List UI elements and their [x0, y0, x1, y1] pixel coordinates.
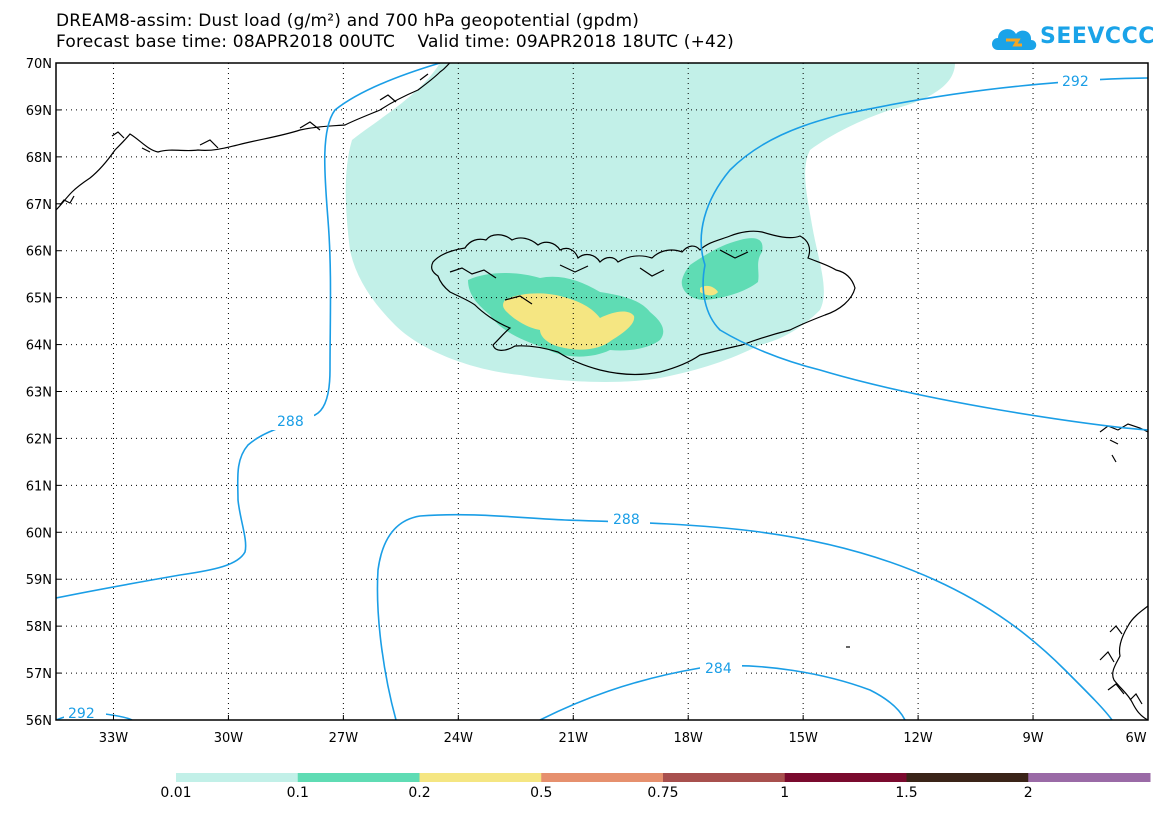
colorbar-label: 2: [1023, 785, 1033, 801]
contour-labels: 292 288 288 284 292: [64, 72, 1100, 722]
contour-292-south-east: [702, 264, 1148, 431]
longitude-label: 24W: [444, 731, 474, 746]
colorbar-swatch: [784, 773, 907, 782]
colorbar-label: 1.5: [895, 785, 918, 801]
coast-greenland: [56, 63, 451, 211]
axis-ticks: [56, 62, 1149, 721]
colorbar-label: 0.75: [647, 785, 679, 801]
longitude-labels: 33W 30W 27W 24W 21W 18W 15W 12W 9W 6W: [99, 731, 1147, 746]
colorbar-label: 0.5: [530, 785, 553, 801]
latitude-label: 61N: [26, 479, 52, 494]
contour-label-292-southwest: 292: [68, 706, 95, 722]
longitude-label: 27W: [329, 731, 359, 746]
graticule: [56, 63, 1148, 720]
latitude-labels: 70N 69N 68N 67N 66N 65N 64N 63N 62N 61N 60N 59N 58N 5…: [26, 57, 52, 729]
contour-284: [539, 664, 906, 720]
colorbar-swatch: [419, 773, 542, 782]
colorbar-swatch: [906, 773, 1029, 782]
contour-288-south: [376, 513, 1113, 720]
colorbar-label: 0.1: [286, 785, 309, 801]
coastlines: [56, 63, 1148, 720]
coast-norway-detail: [1099, 625, 1143, 705]
coast-greenland-detail: [59, 73, 429, 206]
logo-text: SEEVCCC: [1040, 24, 1155, 49]
latitude-label: 57N: [26, 667, 52, 682]
dust-area-0-1-east: [681, 238, 763, 300]
colorbar-swatch: [176, 773, 299, 782]
seevccc-logo: SEEVCCC: [988, 18, 1168, 58]
latitude-label: 69N: [26, 104, 52, 119]
colorbar-swatch: [1028, 773, 1151, 782]
colorbar-label: 0.2: [408, 785, 431, 801]
colorbar-swatch: [541, 773, 664, 782]
latitude-label: 64N: [26, 339, 52, 354]
contour-label-284: 284: [705, 661, 732, 677]
dust-shading: [345, 63, 955, 382]
longitude-label: 15W: [788, 731, 818, 746]
longitude-label: 21W: [559, 731, 589, 746]
coast-norway: [1112, 605, 1148, 720]
colorbar-label: 0.01: [160, 785, 192, 801]
latitude-label: 66N: [26, 245, 52, 260]
latitude-label: 56N: [26, 714, 52, 729]
colorbar: [176, 773, 1151, 782]
dust-area-0-2: [503, 293, 635, 350]
contour-label-288-west: 288: [277, 414, 304, 430]
latitude-label: 62N: [26, 432, 52, 447]
longitude-label: 12W: [903, 731, 933, 746]
longitude-label: 18W: [674, 731, 704, 746]
latitude-label: 63N: [26, 386, 52, 401]
colorbar-swatch: [297, 773, 420, 782]
cloud-icon: [992, 29, 1037, 50]
dust-area-0-2-east: [700, 285, 718, 296]
coast-iceland-detail: [449, 249, 749, 305]
longitude-label: 9W: [1022, 731, 1043, 746]
colorbar-swatch: [663, 773, 786, 782]
colorbar-label: 1: [780, 785, 790, 801]
longitude-label: 33W: [99, 731, 129, 746]
latitude-label: 68N: [26, 151, 52, 166]
contour-label-288-south: 288: [613, 512, 640, 528]
latitude-label: 67N: [26, 198, 52, 213]
map-subtitle: Forecast base time: 08APR2018 00UTC Vali…: [56, 32, 734, 52]
latitude-label: 59N: [26, 573, 52, 588]
latitude-label: 65N: [26, 292, 52, 307]
map-title: DREAM8-assim: Dust load (g/m²) and 700 h…: [56, 11, 640, 31]
contour-label-292-north: 292: [1062, 74, 1089, 90]
coast-iceland: [431, 230, 856, 376]
longitude-label: 6W: [1125, 731, 1146, 746]
longitude-label: 30W: [214, 731, 244, 746]
latitude-label: 58N: [26, 620, 52, 635]
latitude-label: 60N: [26, 526, 52, 541]
latitude-label: 70N: [26, 57, 52, 72]
